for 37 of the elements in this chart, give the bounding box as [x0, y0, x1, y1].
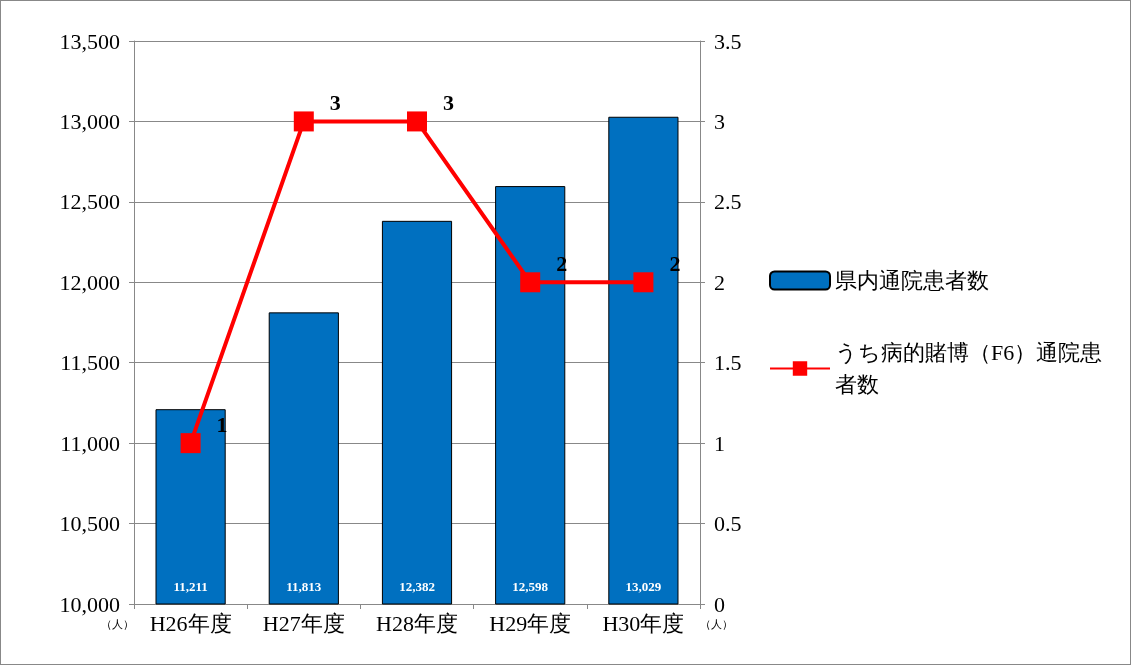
- y-tick-label: 12,000: [59, 269, 120, 295]
- y2-tick-label: 3: [714, 108, 725, 134]
- data-label: 3: [329, 89, 341, 115]
- x-tick-label: H27年度: [262, 610, 345, 636]
- legend-label: 県内通院患者数: [835, 268, 989, 293]
- legend-label: うち病的賭博（F6）通院患者数: [835, 340, 1103, 397]
- y2-tick-label: 1.5: [714, 350, 742, 376]
- y2-tick-label: 0.5: [714, 511, 742, 537]
- point: [407, 111, 427, 132]
- y-tick-label: 11,500: [60, 350, 120, 376]
- y-tick-label: 13,000: [59, 108, 120, 134]
- data-label: 11,813: [286, 578, 322, 594]
- y-tick-label: 10,000: [59, 591, 120, 617]
- x-tick-label: H26年度: [149, 610, 232, 636]
- y2-tick-label: 2: [714, 269, 725, 295]
- data-label: 12,382: [399, 578, 435, 594]
- x-tick-label: H29年度: [489, 610, 572, 636]
- x-tick-label: H28年度: [376, 610, 458, 636]
- y-tick-label: 13,500: [59, 28, 120, 54]
- x-tick-label: H30年度: [602, 610, 685, 636]
- data-label: 13,029: [625, 578, 662, 594]
- y-tick-label: 10,500: [59, 511, 120, 537]
- y-tick-label: 12,500: [59, 189, 120, 215]
- y2-tick-label: 2.5: [714, 189, 742, 215]
- y-tick-label: 11,000: [60, 430, 120, 456]
- y-axis-title: （人）: [101, 617, 134, 630]
- point: [180, 433, 201, 454]
- data-label: 11,211: [173, 578, 208, 594]
- y2-axis-title: （人）: [700, 617, 733, 630]
- y2-tick-label: 3.5: [714, 28, 742, 54]
- y2-tick-label: 0: [714, 591, 725, 617]
- data-label: 3: [443, 89, 454, 115]
- y2-tick-label: 1: [714, 430, 725, 456]
- point: [520, 272, 541, 293]
- point: [293, 111, 314, 132]
- data-label: 12,598: [512, 578, 549, 594]
- point: [633, 272, 654, 293]
